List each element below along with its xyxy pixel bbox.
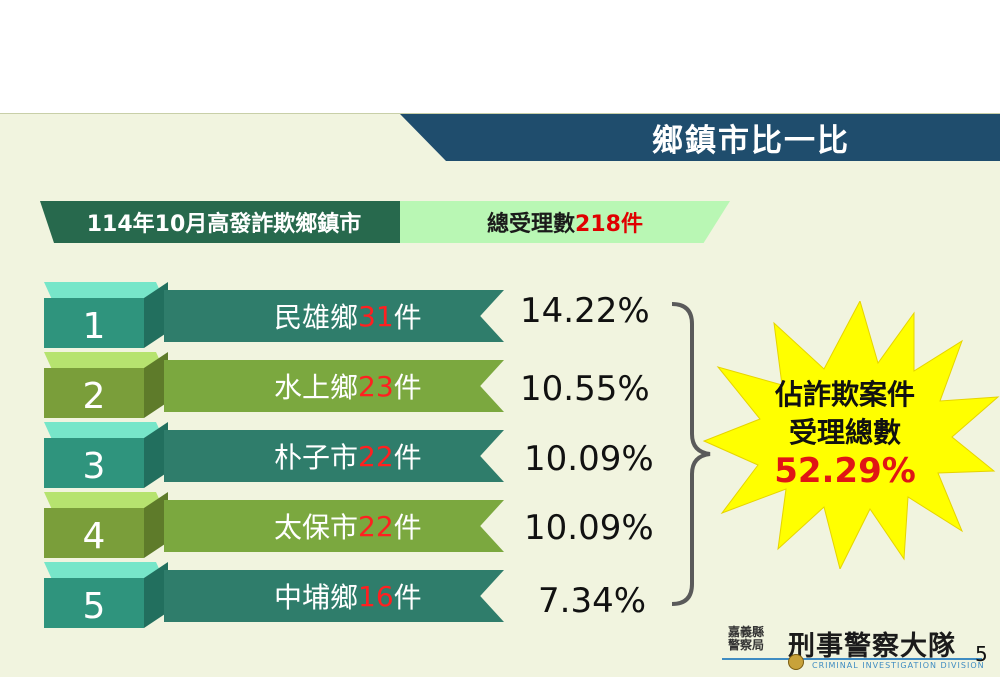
rank-number: 2 bbox=[44, 368, 144, 418]
header-total-cases: 總受理數 218件 bbox=[400, 201, 730, 243]
town-name: 水上鄉 bbox=[274, 371, 359, 404]
org-county: 嘉義縣 bbox=[728, 625, 765, 639]
case-unit: 件 bbox=[393, 511, 422, 544]
summary-callout: 佔詐欺案件 受理總數 52.29% bbox=[715, 376, 975, 490]
percent-value: 10.09% bbox=[524, 439, 654, 479]
percent-value: 7.34% bbox=[538, 581, 647, 621]
case-count: 16 bbox=[358, 579, 394, 613]
summary-line-2: 受理總數 bbox=[788, 416, 901, 449]
org-bureau: 警察局 bbox=[728, 638, 765, 652]
town-name: 中埔鄉 bbox=[274, 581, 359, 614]
page-number: 5 bbox=[975, 642, 988, 666]
town-name: 民雄鄉 bbox=[274, 301, 359, 334]
town-name: 太保市 bbox=[274, 511, 359, 544]
case-count: 31 bbox=[358, 299, 394, 333]
case-count: 22 bbox=[358, 439, 394, 473]
rank-row: 5 中埔鄉 16 件 bbox=[44, 562, 524, 628]
footer-divider bbox=[722, 658, 982, 660]
case-count: 22 bbox=[358, 509, 394, 543]
percent-value: 14.22% bbox=[520, 291, 650, 331]
summary-percent: 52.29% bbox=[774, 451, 916, 491]
rank-ribbon: 民雄鄉 31 件 bbox=[164, 290, 504, 342]
rank-row: 3 朴子市 22 件 bbox=[44, 422, 524, 488]
org-small-label: 嘉義縣 警察局 bbox=[728, 626, 764, 652]
percent-value: 10.55% bbox=[520, 369, 650, 409]
rank-row: 1 民雄鄉 31 件 bbox=[44, 282, 524, 348]
rank-ribbon: 中埔鄉 16 件 bbox=[164, 570, 504, 622]
org-english-name: CRIMINAL INVESTIGATION DIVISION bbox=[812, 661, 985, 670]
case-count: 23 bbox=[358, 369, 394, 403]
rank-number: 5 bbox=[44, 578, 144, 628]
rank-ribbon: 太保市 22 件 bbox=[164, 500, 504, 552]
footer-logo: 嘉義縣 警察局 刑事警察大隊 CRIMINAL INVESTIGATION DI… bbox=[722, 624, 992, 674]
header-total-value: 218件 bbox=[575, 212, 643, 237]
town-name: 朴子市 bbox=[274, 441, 359, 474]
case-unit: 件 bbox=[393, 581, 422, 614]
rank-ribbon: 朴子市 22 件 bbox=[164, 430, 504, 482]
starburst-icon bbox=[702, 301, 1000, 569]
percent-value: 10.09% bbox=[524, 508, 654, 548]
rank-row: 4 太保市 22 件 bbox=[44, 492, 524, 558]
org-name: 刑事警察大隊 bbox=[788, 631, 956, 662]
slide-title: 鄉鎮市比一比 bbox=[400, 114, 1000, 161]
police-badge-icon bbox=[788, 654, 804, 670]
rank-row: 2 水上鄉 23 件 bbox=[44, 352, 524, 418]
rank-number: 4 bbox=[44, 508, 144, 558]
summary-line-1: 佔詐欺案件 bbox=[774, 378, 915, 411]
rank-number: 1 bbox=[44, 298, 144, 348]
header-total-label: 總受理數 bbox=[487, 212, 576, 237]
brace-icon bbox=[671, 302, 711, 606]
case-unit: 件 bbox=[393, 441, 422, 474]
rank-number: 3 bbox=[44, 438, 144, 488]
rank-ribbon: 水上鄉 23 件 bbox=[164, 360, 504, 412]
case-unit: 件 bbox=[393, 371, 422, 404]
slide: 鄉鎮市比一比 114年10月高發詐欺鄉鎮市 總受理數 218件 1 民雄鄉 31 件 … bbox=[0, 113, 1000, 677]
header-period-label: 114年10月高發詐欺鄉鎮市 bbox=[40, 201, 408, 243]
case-unit: 件 bbox=[393, 301, 422, 334]
